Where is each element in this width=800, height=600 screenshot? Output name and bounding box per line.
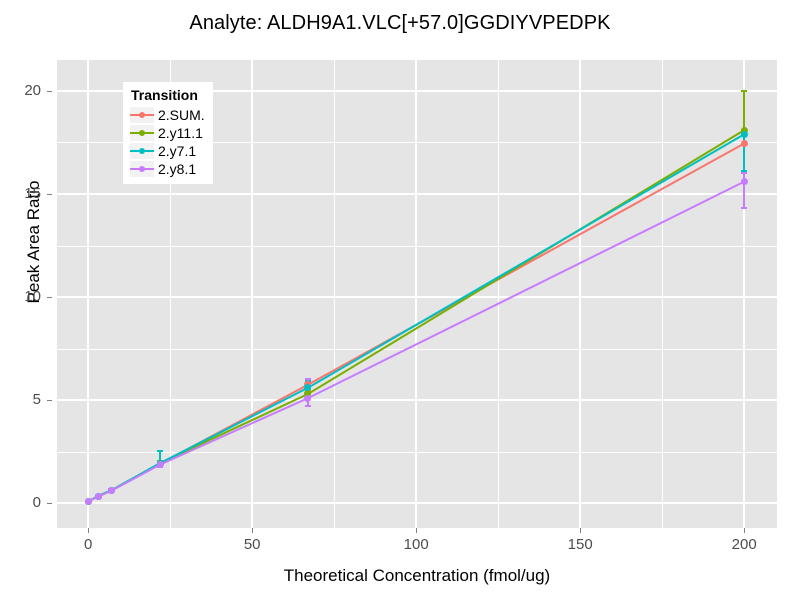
- error-bar-cap: [304, 377, 311, 380]
- legend-swatch-icon: [130, 161, 154, 177]
- error-bar: [743, 173, 746, 209]
- data-point: [740, 126, 748, 134]
- error-bar-cap: [741, 172, 748, 175]
- x-tick-label: 0: [83, 536, 93, 553]
- x-tick-label: 100: [403, 536, 429, 553]
- y-tick-label: 0: [32, 494, 41, 512]
- x-tick-mark: [744, 528, 746, 533]
- x-tick-label: 50: [243, 536, 261, 553]
- gridline-major-vertical: [251, 60, 254, 528]
- error-bar-cap: [304, 405, 311, 408]
- gridline-major-vertical: [743, 60, 746, 528]
- gridline-minor-vertical: [662, 60, 664, 528]
- error-bar-cap: [741, 170, 748, 173]
- data-point: [107, 487, 115, 495]
- legend-swatch-icon: [130, 125, 154, 141]
- x-tick-mark: [88, 528, 90, 533]
- x-tick-mark: [416, 528, 418, 533]
- error-bar: [743, 134, 746, 172]
- legend-swatch-icon: [130, 143, 154, 159]
- error-bar-cap: [741, 207, 748, 210]
- series-line: [87, 180, 745, 503]
- error-bar-cap: [157, 449, 164, 452]
- y-tick-mark: [47, 90, 52, 92]
- data-point: [740, 139, 748, 147]
- x-tick-mark: [580, 528, 582, 533]
- data-point: [156, 461, 164, 468]
- chart-title: Analyte: ALDH9A1.VLC[+57.0]GGDIYVPEDPK: [189, 12, 611, 34]
- legend-entries: 2.SUM. 2.y11.1 2.y7.1 2.y8.1: [130, 106, 205, 178]
- gridline-minor-vertical: [334, 60, 336, 528]
- x-tick-label: 150: [567, 536, 593, 553]
- legend-entry[interactable]: 2.y11.1: [130, 124, 205, 142]
- legend: Transition 2.SUM. 2.y11.1 2.y7.1 2.y8.1: [123, 82, 213, 184]
- legend-title: Transition: [131, 87, 198, 103]
- error-bar: [743, 90, 746, 131]
- legend-label: 2.y8.1: [158, 161, 197, 177]
- legend-entry[interactable]: 2.y7.1: [130, 142, 205, 160]
- data-point: [740, 178, 748, 186]
- y-tick-mark: [47, 503, 52, 505]
- gridline-major-vertical: [579, 60, 582, 528]
- data-point: [304, 390, 312, 398]
- legend-label: 2.y11.1: [158, 125, 203, 141]
- data-point: [84, 498, 92, 506]
- x-tick-mark: [252, 528, 254, 533]
- y-tick-label: 10: [24, 288, 41, 306]
- legend-swatch-icon: [130, 107, 154, 123]
- gridline-major-vertical: [415, 60, 418, 528]
- error-bar-cap: [741, 89, 748, 92]
- y-tick-label: 5: [32, 391, 41, 409]
- legend-entry[interactable]: 2.y8.1: [130, 160, 205, 178]
- y-tick-label: 15: [24, 185, 41, 202]
- x-axis-label: Theoretical Concentration (fmol/ug): [283, 566, 551, 585]
- data-point: [740, 130, 748, 138]
- error-bar: [159, 450, 162, 465]
- y-tick-mark: [47, 297, 52, 299]
- series-line: [87, 142, 745, 503]
- x-tick-label: 200: [731, 536, 757, 553]
- y-tick-label: 20: [24, 81, 41, 99]
- legend-label: 2.SUM.: [158, 107, 205, 123]
- gridline-minor-vertical: [170, 60, 172, 528]
- data-point: [304, 394, 312, 402]
- y-axis-label: Peak Area Ratio: [24, 180, 43, 304]
- series-line: [87, 129, 745, 503]
- data-point: [94, 493, 102, 501]
- gridline-major-vertical: [87, 60, 90, 528]
- y-tick-mark: [47, 400, 52, 402]
- y-tick-mark: [47, 194, 52, 195]
- legend-label: 2.y7.1: [158, 143, 197, 159]
- gridline-minor-vertical: [498, 60, 500, 528]
- data-point: [304, 384, 312, 392]
- legend-entry[interactable]: 2.SUM.: [130, 106, 205, 124]
